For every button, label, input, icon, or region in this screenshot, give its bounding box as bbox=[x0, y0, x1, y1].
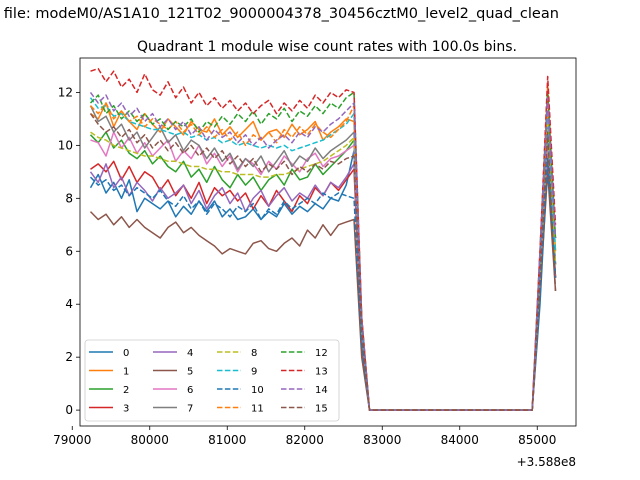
series-layer bbox=[89, 67, 557, 411]
plot-area: 79000 80000 81000 82000 83000 84000 85000 0 2 4 6… bbox=[53, 57, 577, 469]
y-tick-label: 6 bbox=[65, 244, 73, 258]
chart-title: Quadrant 1 module wise count rates with … bbox=[137, 39, 517, 55]
legend-label-11: 11 bbox=[251, 404, 264, 415]
y-tick-label: 4 bbox=[65, 297, 73, 311]
y-tick-label: 2 bbox=[65, 350, 73, 364]
y-tick-label: 12 bbox=[58, 85, 73, 99]
legend-frame bbox=[84, 339, 340, 422]
series-line-5 bbox=[89, 171, 557, 411]
series-line-8 bbox=[90, 123, 557, 411]
x-tick-label: 81000 bbox=[208, 433, 246, 447]
x-axis: 79000 80000 81000 82000 83000 84000 85000 bbox=[53, 426, 556, 447]
y-tick-label: 0 bbox=[65, 403, 73, 417]
series-line-10 bbox=[89, 157, 557, 411]
y-tick-label: 8 bbox=[65, 191, 73, 205]
legend-label-9: 9 bbox=[251, 367, 257, 378]
series-line-14 bbox=[89, 91, 557, 411]
legend-label-2: 2 bbox=[123, 385, 129, 396]
legend-label-10: 10 bbox=[251, 385, 264, 396]
y-axis: 0 2 4 6 8 10 12 bbox=[58, 85, 80, 417]
legend-label-6: 6 bbox=[187, 385, 193, 396]
legend-label-5: 5 bbox=[187, 367, 193, 378]
series-line-15 bbox=[89, 113, 557, 411]
legend-label-7: 7 bbox=[187, 404, 193, 415]
legend-label-14: 14 bbox=[315, 385, 328, 396]
axes-frame bbox=[79, 57, 577, 427]
legend-label-13: 13 bbox=[315, 367, 328, 378]
figure-suptitle: n file: modeM0/AS1A10_121T02_9000004378_… bbox=[0, 6, 559, 22]
y-tick-label: 10 bbox=[58, 138, 73, 152]
legend-label-15: 15 bbox=[315, 404, 328, 415]
x-tick-label: 84000 bbox=[441, 433, 479, 447]
legend-label-4: 4 bbox=[187, 348, 193, 359]
legend-label-1: 1 bbox=[123, 367, 129, 378]
legend-label-12: 12 bbox=[315, 348, 328, 359]
legend-label-8: 8 bbox=[251, 348, 257, 359]
x-tick-label: 83000 bbox=[363, 433, 401, 447]
x-axis-offset-text: +3.588e8 bbox=[517, 455, 576, 469]
x-tick-label: 82000 bbox=[286, 433, 324, 447]
legend-label-0: 0 bbox=[123, 348, 129, 359]
legend-label-3: 3 bbox=[123, 404, 129, 415]
x-tick-label: 79000 bbox=[53, 433, 91, 447]
x-tick-label: 85000 bbox=[518, 433, 556, 447]
x-tick-label: 80000 bbox=[131, 433, 169, 447]
